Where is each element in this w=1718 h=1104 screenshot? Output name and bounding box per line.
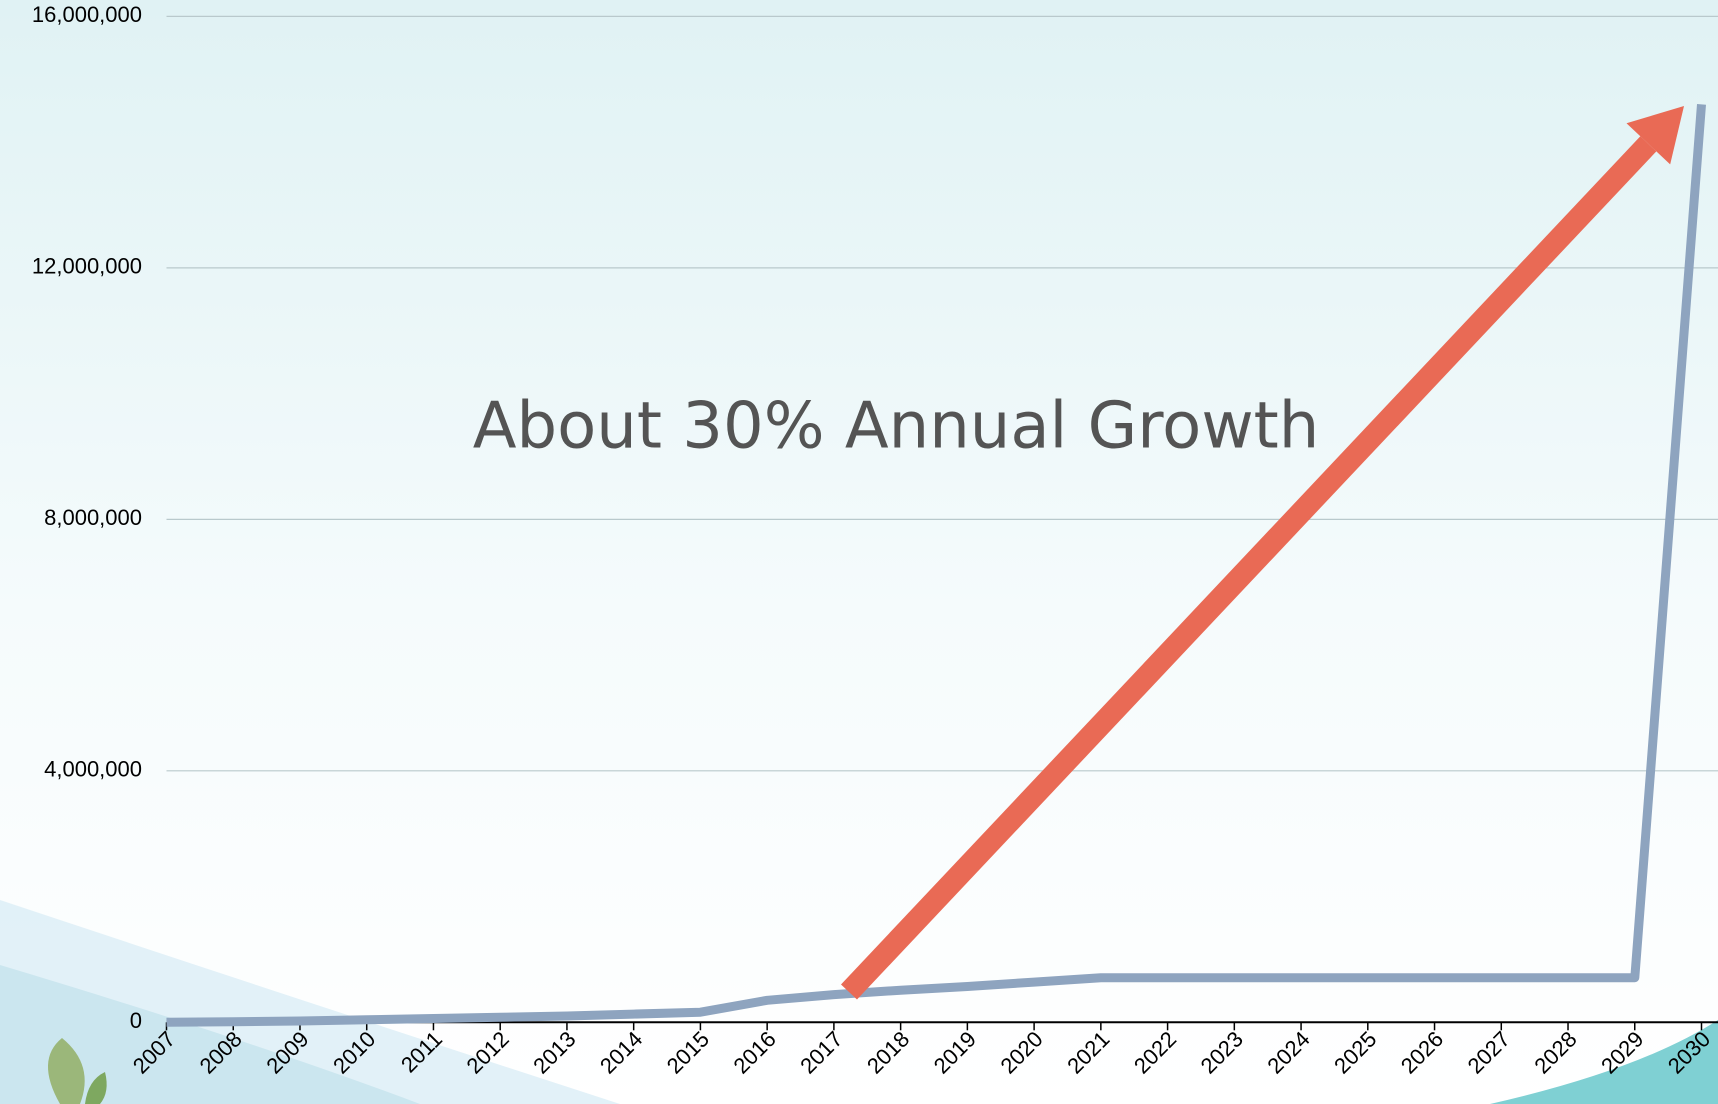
decoration bbox=[1490, 1020, 1718, 1104]
arrow-shaft bbox=[840, 136, 1657, 1000]
growth-arrow bbox=[840, 106, 1684, 1000]
arrow-head bbox=[1626, 106, 1684, 165]
y-tick-label: 12,000,000 bbox=[32, 254, 142, 279]
annotation: About 30% Annual Growth bbox=[473, 390, 1320, 464]
decoration bbox=[0, 965, 420, 1104]
line-series bbox=[166, 104, 1706, 1027]
y-tick-label: 16,000,000 bbox=[32, 2, 142, 27]
leaf bbox=[85, 1072, 107, 1104]
y-tick-label: 8,000,000 bbox=[44, 505, 142, 530]
y-tick-label: 0 bbox=[130, 1008, 142, 1033]
leaf bbox=[47, 1038, 85, 1104]
y-tick-label: 4,000,000 bbox=[44, 757, 142, 782]
